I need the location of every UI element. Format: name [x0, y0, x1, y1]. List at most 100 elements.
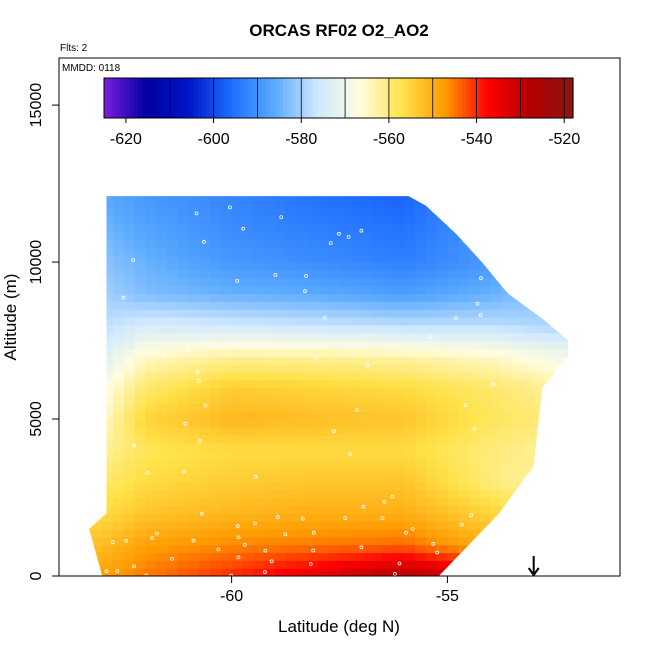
heatmap-cell: [555, 364, 567, 373]
heatmap-cell: [242, 356, 254, 365]
heatmap-cell: [307, 207, 319, 216]
x-tick-label: -55: [436, 588, 459, 605]
heatmap-cell: [522, 371, 535, 381]
heatmap-cell: [555, 395, 567, 404]
plot-frame: [58, 57, 621, 577]
heatmap-cell: [522, 442, 535, 452]
heatmap-cell: [210, 301, 222, 310]
heatmap-cell: [188, 222, 200, 232]
heatmap-cell: [361, 560, 373, 569]
heatmap-cell: [112, 285, 125, 295]
heatmap-cell: [447, 324, 459, 334]
heatmap-cell: [166, 489, 179, 499]
heatmap-cell: [145, 560, 157, 569]
heatmap-cell: [188, 552, 200, 561]
heatmap-cell: [102, 371, 114, 381]
heatmap-cell: [188, 466, 200, 475]
heatmap-cell: [404, 434, 416, 444]
heatmap-cell: [210, 568, 222, 576]
heatmap-cell: [577, 301, 588, 309]
heatmap-cell: [522, 403, 535, 412]
heatmap-cell: [199, 348, 211, 357]
colorbar-segment: [393, 78, 399, 118]
heatmap-cell: [145, 513, 157, 522]
heatmap-cell: [177, 340, 190, 349]
colorbar-segment: [193, 78, 199, 118]
heatmap-cell: [577, 380, 588, 388]
heatmap-cell: [382, 222, 395, 232]
heatmap-cell: [263, 277, 276, 287]
heatmap-cell: [210, 473, 222, 483]
colorbar-tick-label: -540: [461, 131, 493, 148]
heatmap-cell: [361, 356, 373, 365]
heatmap-cell: [89, 528, 92, 538]
heatmap-cell: [447, 222, 459, 232]
heatmap-cell: [145, 277, 157, 287]
heatmap-cell: [522, 387, 535, 397]
heatmap-cell: [317, 269, 330, 279]
heatmap-cell: [296, 277, 308, 287]
colorbar-segment: [517, 78, 523, 118]
heatmap-cell: [156, 309, 168, 318]
heatmap-cell: [328, 348, 341, 357]
heatmap-cell: [285, 269, 297, 279]
colorbar-segment: [133, 78, 139, 118]
heatmap-cell: [91, 364, 103, 373]
heatmap-cell: [112, 262, 125, 271]
heatmap-cell: [112, 238, 125, 247]
heatmap-cell: [468, 379, 481, 389]
heatmap-cell: [166, 309, 179, 318]
heatmap-cell: [566, 473, 569, 483]
heatmap-cell: [361, 458, 373, 467]
heatmap-cell: [89, 269, 92, 279]
heatmap-cell: [307, 348, 319, 357]
heatmap-cell: [512, 269, 524, 279]
heatmap-cell: [468, 403, 481, 412]
sample-point: [331, 429, 336, 434]
heatmap-cell: [404, 442, 416, 452]
heatmap-cell: [490, 379, 502, 389]
heatmap-cell: [285, 466, 297, 475]
heatmap-cell: [317, 387, 330, 397]
heatmap-cell: [533, 379, 546, 389]
heatmap-cell: [371, 450, 384, 459]
heatmap-cell: [404, 473, 416, 483]
heatmap-cell: [436, 403, 448, 412]
heatmap-cell: [468, 238, 481, 247]
heatmap-cell: [393, 521, 405, 530]
heatmap-cell: [447, 317, 459, 326]
sample-point: [183, 421, 188, 426]
heatmap-cell: [307, 442, 319, 452]
heatmap-cell: [371, 544, 384, 554]
heatmap-cell: [113, 184, 124, 192]
heatmap-cell: [361, 214, 373, 224]
heatmap-cell: [447, 458, 459, 467]
heatmap-cell: [263, 419, 276, 428]
heatmap-cell: [188, 246, 200, 255]
heatmap-cell: [188, 332, 200, 342]
heatmap-cell: [522, 379, 535, 389]
heatmap-cell: [512, 196, 524, 200]
heatmap-cell: [177, 387, 190, 397]
heatmap-cell: [458, 544, 470, 554]
heatmap-cell: [317, 411, 330, 420]
heatmap-cell: [350, 544, 362, 554]
heatmap-cell: [210, 481, 222, 491]
heatmap-cell: [199, 568, 211, 576]
heatmap-cell: [210, 544, 222, 554]
sample-point: [132, 443, 137, 448]
sample-point: [197, 438, 202, 443]
sample-point: [124, 538, 129, 543]
heatmap-cell: [490, 442, 502, 452]
heatmap-cell: [458, 552, 470, 561]
heatmap-cell: [361, 544, 373, 554]
heatmap-cell: [285, 348, 297, 357]
heatmap-cell: [490, 262, 502, 271]
heatmap-cell: [220, 348, 233, 357]
heatmap-cell: [166, 419, 179, 428]
heatmap-cell: [350, 528, 362, 538]
heatmap-cell: [307, 196, 319, 200]
heatmap-cell: [382, 214, 395, 224]
heatmap-cell: [177, 196, 190, 200]
heatmap-cell: [328, 450, 341, 459]
